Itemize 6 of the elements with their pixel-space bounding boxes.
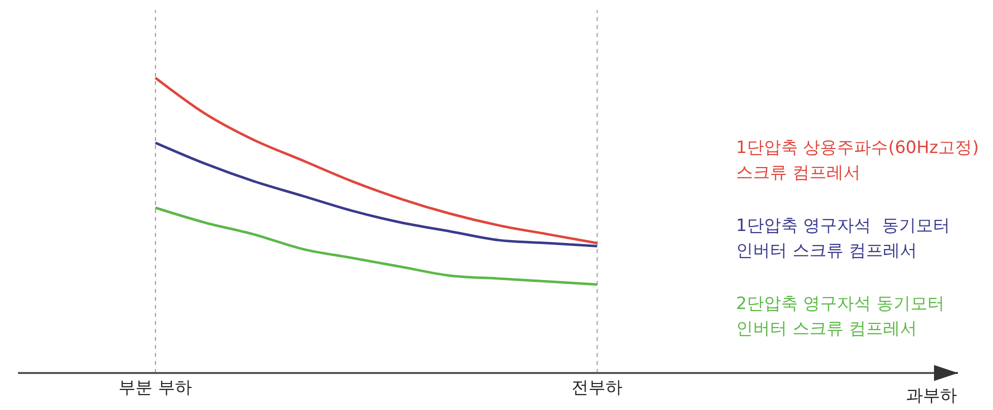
- text: 1단압축 상용주파수(60Hz고정) 스크류 컴프레서: [736, 137, 979, 185]
- x-axis-title: 과부하: [906, 385, 957, 407]
- x-tick-label: 전부하: [572, 378, 623, 398]
- text: 2단압축 영구자석 동기모터 인버터 스크류 컴프레서: [736, 293, 946, 341]
- text: 1단압축 영구자석 동기모터 인버터 스크류 컴프레서: [736, 215, 952, 263]
- x-tick-label: 부분 부하: [118, 378, 192, 398]
